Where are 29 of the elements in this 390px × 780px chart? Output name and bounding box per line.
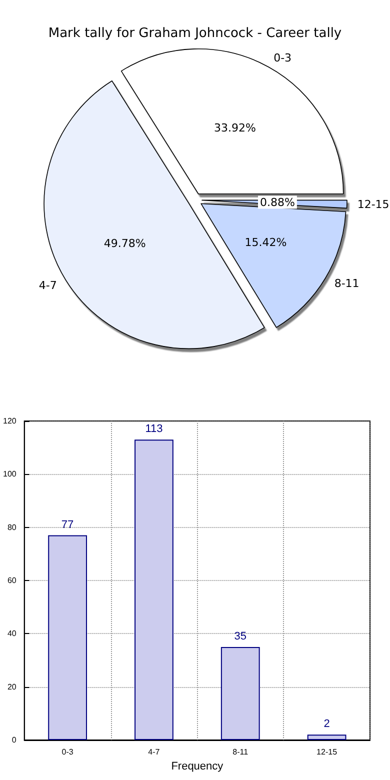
x-tick-label: 4-7 (148, 748, 160, 756)
y-tick-label: 40 (7, 629, 17, 638)
x-tick-label: 12-15 (316, 748, 338, 756)
y-tick-label: 80 (7, 522, 17, 532)
x-tick-label: 8-11 (232, 748, 249, 756)
data-label: 113 (145, 423, 163, 436)
slice-label: 12-15 (357, 198, 390, 211)
x-axis-title: Frequency (171, 760, 224, 772)
data-label: 2 (324, 718, 330, 730)
y-tick-label: 100 (2, 470, 17, 479)
data-label: 33.92% (214, 121, 256, 134)
chart-title: Mark tally for Graham Johncock - Career tally (48, 26, 342, 41)
bar (48, 535, 87, 740)
data-label: 49.78% (104, 236, 146, 250)
x-tick-label: 0-3 (62, 748, 74, 756)
y-tick-label: 60 (7, 576, 17, 585)
data-label: 77 (61, 518, 74, 531)
y-tick-label: 0 (12, 736, 17, 744)
slice-label: 8-11 (334, 276, 360, 290)
bar (220, 646, 260, 740)
data-label: 35 (234, 630, 247, 642)
data-label: 0.88% (260, 196, 295, 209)
slice-label: 0-3 (274, 51, 292, 64)
y-tick-label: 120 (2, 416, 17, 426)
data-label: 15.42% (244, 236, 287, 249)
bar (307, 734, 346, 740)
y-tick-label: 20 (7, 682, 17, 692)
slice-label: 4-7 (38, 278, 57, 292)
bar (134, 440, 174, 740)
